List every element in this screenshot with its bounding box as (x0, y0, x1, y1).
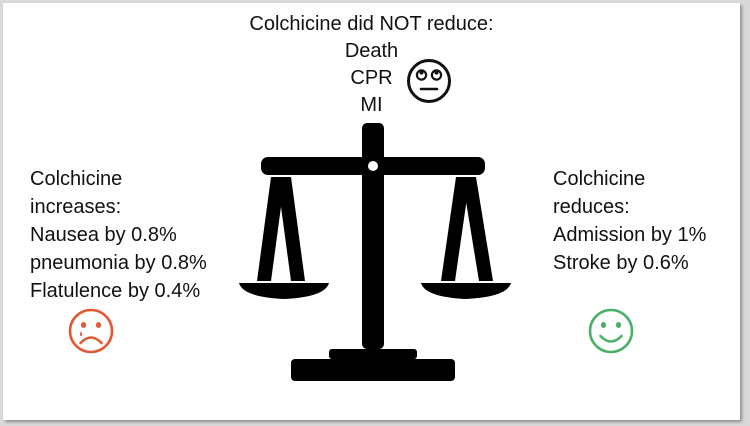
balance-scale-icon (239, 123, 511, 381)
increases-list: Colchicine increases: Nausea by 0.8% pne… (30, 165, 207, 305)
increases-heading-line2: increases: (30, 196, 122, 218)
reduces-list: Colchicine reduces: Admission by 1% Stro… (553, 165, 706, 277)
not-reduced-item-death: Death (344, 40, 399, 62)
increases-item-flatulence: Flatulence by 0.4% (30, 280, 201, 302)
eye-roll-face-icon (407, 59, 451, 103)
reduces-heading-line2: reduces: (553, 196, 630, 218)
not-reduced-list: Colchicine did NOT reduce: Death CPR MI (3, 11, 740, 119)
increases-heading-line1: Colchicine (30, 168, 123, 190)
increases-item-nausea: Nausea by 0.8% (30, 224, 177, 246)
not-reduced-item-mi: MI (360, 94, 383, 116)
increases-item-pneumonia: pneumonia by 0.8% (30, 252, 207, 274)
reduces-item-admission: Admission by 1% (553, 224, 707, 246)
smiley-face-icon (588, 308, 634, 354)
reduces-item-stroke: Stroke by 0.6% (553, 252, 689, 274)
sad-face-icon (68, 308, 114, 354)
reduces-heading-line1: Colchicine (553, 168, 646, 190)
not-reduced-heading: Colchicine did NOT reduce: (249, 13, 494, 35)
not-reduced-item-cpr: CPR (350, 67, 393, 89)
slide: Colchicine did NOT reduce: Death CPR MI … (3, 3, 740, 420)
